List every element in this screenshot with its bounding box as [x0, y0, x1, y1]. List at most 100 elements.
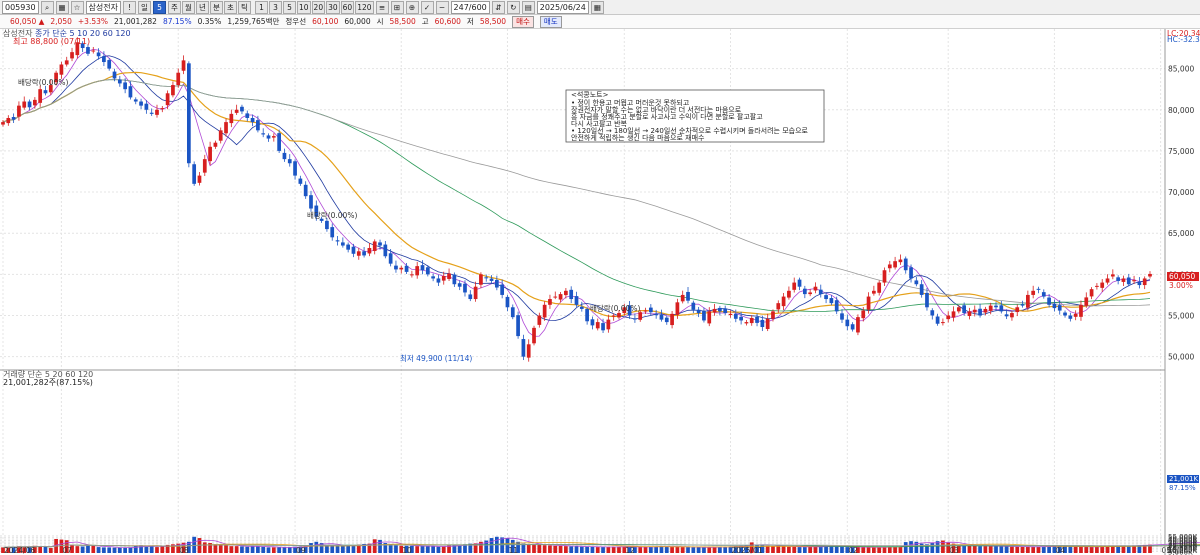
memo-box[interactable]: <석콩노트> • 정이 한용고 머뭡고 머러운것 못하되고 장권전자가 말할 수…: [565, 89, 825, 143]
memo-line: • 정이 한용고 머뭡고 머러운것 못하되고: [571, 98, 690, 107]
volume-bar: [431, 546, 435, 553]
volume-bar: [489, 538, 494, 553]
volume-bar: [887, 546, 892, 553]
interval-button[interactable]: 10: [297, 0, 311, 14]
candle-body: [86, 47, 90, 54]
vol-tag: 21,001K: [1169, 475, 1198, 483]
calendar-icon[interactable]: ▤: [521, 0, 535, 14]
interval-button[interactable]: 1: [255, 0, 268, 14]
volume-bar: [654, 546, 659, 553]
sell-button[interactable]: 매도: [539, 15, 562, 28]
candle-body: [1137, 282, 1142, 286]
step-icon[interactable]: ⇵: [491, 0, 505, 14]
volume-bar: [861, 547, 866, 553]
candle-body: [872, 290, 876, 294]
candle-body: [1105, 278, 1110, 283]
candle-body: [680, 294, 685, 302]
ruler-icon[interactable]: ⊞: [390, 0, 404, 14]
candle-body: [43, 90, 48, 94]
period-button[interactable]: 분: [210, 0, 223, 14]
stock-code-input[interactable]: 005930: [2, 0, 39, 14]
volume-bar: [590, 546, 595, 553]
candle-body: [818, 289, 823, 295]
volume-ma-120-line: [2, 544, 1200, 548]
period-button[interactable]: 초: [224, 0, 237, 14]
stock-name-field[interactable]: 삼성전자: [85, 0, 121, 14]
interval-button[interactable]: 30: [326, 0, 340, 14]
mini-select[interactable]: 5: [153, 0, 166, 14]
vol-tag-bg: [1167, 475, 1199, 483]
candle-body: [994, 305, 998, 308]
grid-lines: [0, 29, 1165, 553]
volume-bar: [1100, 546, 1105, 553]
calendar-picker-icon[interactable]: ▦: [590, 0, 604, 14]
volume-tick-label: 15,000K: [1168, 545, 1197, 553]
volume-value-line: 21,001,282주(87.15%): [3, 378, 93, 387]
volume-bar: [64, 540, 69, 553]
grid-icon[interactable]: ▦: [55, 0, 69, 14]
alert-icon[interactable]: !: [123, 0, 136, 14]
memo-line: 흥 자금를 정쾌주고 분할로 사고사고 수익이 다면 분할로 팔고팔고: [571, 112, 763, 121]
candle-body: [1057, 305, 1062, 311]
pin-icon[interactable]: ⊕: [405, 0, 419, 14]
volume-bar: [941, 540, 945, 553]
high-price: 60,600: [434, 17, 461, 26]
price-tick-label: 85,000: [1168, 65, 1194, 74]
volume-bar: [436, 546, 441, 553]
candle-body: [1100, 282, 1105, 288]
interval-button[interactable]: 20: [311, 0, 326, 14]
candle-body: [526, 344, 531, 358]
period-day-button[interactable]: 일: [138, 0, 151, 14]
candle-body: [548, 299, 552, 305]
candle-body: [781, 296, 786, 307]
sliders-icon[interactable]: ≡: [375, 0, 389, 14]
candle-body: [606, 319, 611, 330]
candle-body: [309, 195, 313, 209]
interval-button[interactable]: 60: [340, 0, 355, 14]
dividend-note-1: 배당락(0.00%): [18, 77, 68, 87]
volume-bar: [330, 545, 335, 553]
search-icon[interactable]: ⌕: [40, 0, 54, 14]
candle-body: [1020, 304, 1025, 306]
volume-bar: [86, 544, 90, 553]
period-button[interactable]: 년: [196, 0, 209, 14]
refresh-icon[interactable]: ↻: [506, 0, 520, 14]
ma-120-line: [2, 79, 1151, 307]
period-button[interactable]: 월: [182, 0, 195, 14]
candle-body: [601, 323, 605, 331]
candle-body: [935, 316, 940, 324]
count-field[interactable]: 247/600: [450, 0, 490, 14]
volume-bar: [516, 541, 520, 553]
candle-body: [702, 311, 706, 321]
interval-button[interactable]: 3: [269, 0, 282, 14]
minus-icon[interactable]: −: [435, 0, 449, 14]
open-value: 60,100: [312, 17, 339, 26]
chart-canvas[interactable]: 85,00080,00075,00070,00065,00060,00055,0…: [0, 29, 1200, 555]
period-button[interactable]: 주: [168, 0, 181, 14]
buy-button[interactable]: 매수: [512, 15, 534, 28]
volume-bar: [171, 544, 175, 553]
volume-bar: [1036, 546, 1041, 553]
interval-button[interactable]: 120: [355, 0, 374, 14]
price-tick-label: 65,000: [1168, 229, 1194, 238]
date-field[interactable]: 2025/06/24: [536, 0, 589, 14]
period-button[interactable]: 틱: [238, 0, 251, 14]
volume-bar: [776, 546, 781, 553]
prev-label: 정우선: [285, 17, 307, 26]
volume-bar: [59, 539, 64, 553]
candle-body: [1010, 313, 1014, 318]
price-tag: 60,050: [1169, 272, 1195, 281]
interval-button[interactable]: 5: [283, 0, 296, 14]
volume-bar: [935, 541, 940, 553]
volume-bar: [638, 547, 643, 553]
volume-bar: [399, 545, 404, 553]
check-icon[interactable]: ✓: [420, 0, 434, 14]
open-price: 58,500: [389, 17, 416, 26]
candle-body: [91, 50, 96, 52]
candle-body: [887, 264, 892, 269]
volume-bar: [856, 547, 860, 553]
volume-bar: [1004, 546, 1009, 553]
candle-body: [946, 315, 951, 320]
volume-bar: [558, 545, 563, 553]
star-icon[interactable]: ☆: [70, 0, 84, 14]
